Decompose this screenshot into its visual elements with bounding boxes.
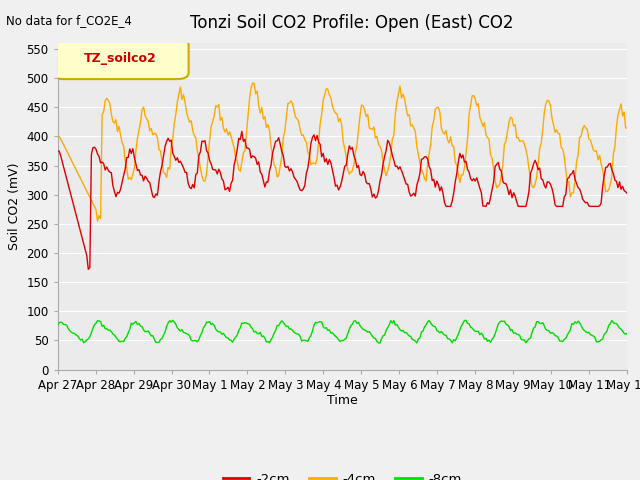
Text: TZ_soilco2: TZ_soilco2 bbox=[84, 52, 157, 65]
Text: Tonzi Soil CO2 Profile: Open (East) CO2: Tonzi Soil CO2 Profile: Open (East) CO2 bbox=[190, 14, 514, 33]
FancyBboxPatch shape bbox=[52, 38, 189, 79]
Legend: -2cm, -4cm, -8cm: -2cm, -4cm, -8cm bbox=[218, 468, 467, 480]
Y-axis label: Soil CO2 (mV): Soil CO2 (mV) bbox=[8, 163, 20, 250]
X-axis label: Time: Time bbox=[327, 395, 358, 408]
Text: No data for f_CO2E_4: No data for f_CO2E_4 bbox=[6, 14, 132, 27]
